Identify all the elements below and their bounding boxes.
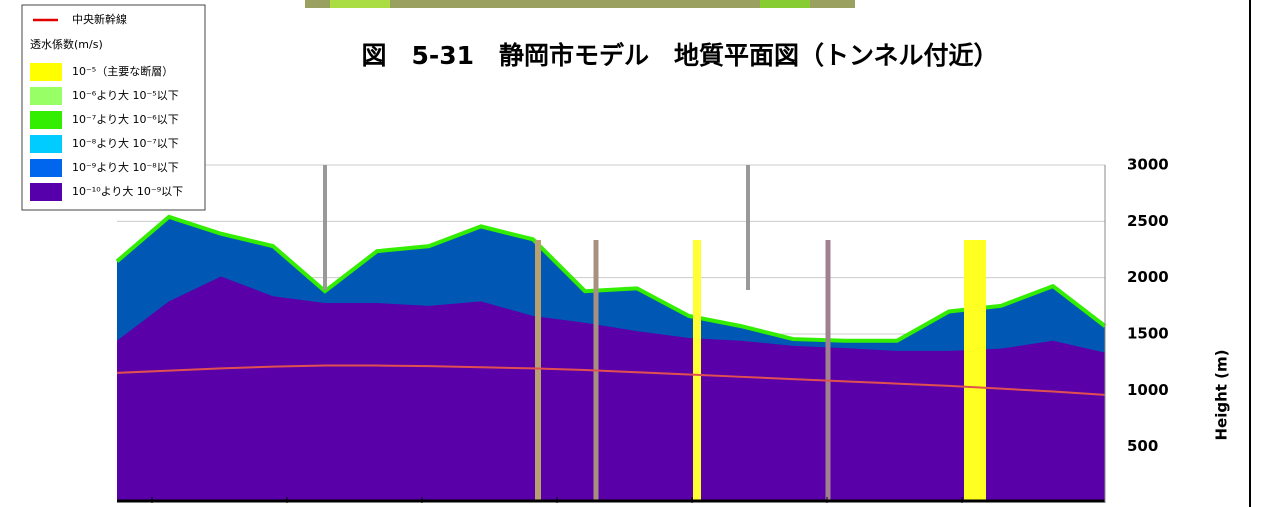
legend-label: 10⁻⁷より大 10⁻⁶以下 bbox=[72, 112, 179, 126]
map-strip bbox=[305, 0, 855, 8]
plot-area bbox=[115, 164, 1107, 503]
fault-zone bbox=[825, 240, 831, 500]
legend-swatch bbox=[30, 183, 62, 201]
fault-zone bbox=[693, 240, 701, 500]
legend: 中央新幹線 透水係数(m/s) 10⁻⁵（主要な断層） 10⁻⁶より大 10⁻⁵以… bbox=[21, 4, 206, 211]
y-tick-label: 3000 bbox=[1127, 156, 1169, 174]
y-tick-label: 1500 bbox=[1127, 325, 1169, 343]
legend-swatch bbox=[30, 111, 62, 129]
fault-zone bbox=[964, 240, 986, 500]
legend-line-label: 中央新幹線 bbox=[72, 12, 127, 26]
y-tick-label: 2000 bbox=[1127, 268, 1169, 286]
section-marker bbox=[746, 165, 750, 290]
legend-heading: 透水係数(m/s) bbox=[30, 38, 103, 51]
legend-swatch bbox=[30, 63, 62, 81]
lower-layer-area bbox=[117, 276, 1105, 500]
chart-title: 図 5-31 静岡市モデル 地質平面図（トンネル付近） bbox=[361, 41, 998, 70]
y-tick-label: 2500 bbox=[1127, 212, 1169, 230]
legend-label: 10⁻¹⁰より大 10⁻⁹以下 bbox=[72, 184, 183, 198]
legend-label: 10⁻⁸より大 10⁻⁷以下 bbox=[72, 136, 179, 150]
legend-swatch bbox=[30, 135, 62, 153]
legend-label: 10⁻⁹より大 10⁻⁸以下 bbox=[72, 160, 179, 174]
map-strip-part bbox=[330, 0, 390, 8]
legend-swatch bbox=[30, 159, 62, 177]
legend-label: 10⁻⁶より大 10⁻⁵以下 bbox=[72, 88, 179, 102]
section-marker bbox=[323, 165, 327, 290]
legend-label: 10⁻⁵（主要な断層） bbox=[72, 64, 173, 78]
fault-zone bbox=[535, 240, 541, 500]
surface-edge bbox=[115, 214, 1107, 343]
legend-box bbox=[21, 4, 206, 211]
map-strip-part bbox=[760, 0, 810, 8]
y-tick-label: 1000 bbox=[1127, 381, 1169, 399]
legend-swatch bbox=[30, 87, 62, 105]
y-tick-label: 500 bbox=[1127, 437, 1158, 455]
tunnel-line bbox=[116, 364, 1106, 396]
y-axis-label: Height (m) bbox=[1213, 349, 1231, 440]
